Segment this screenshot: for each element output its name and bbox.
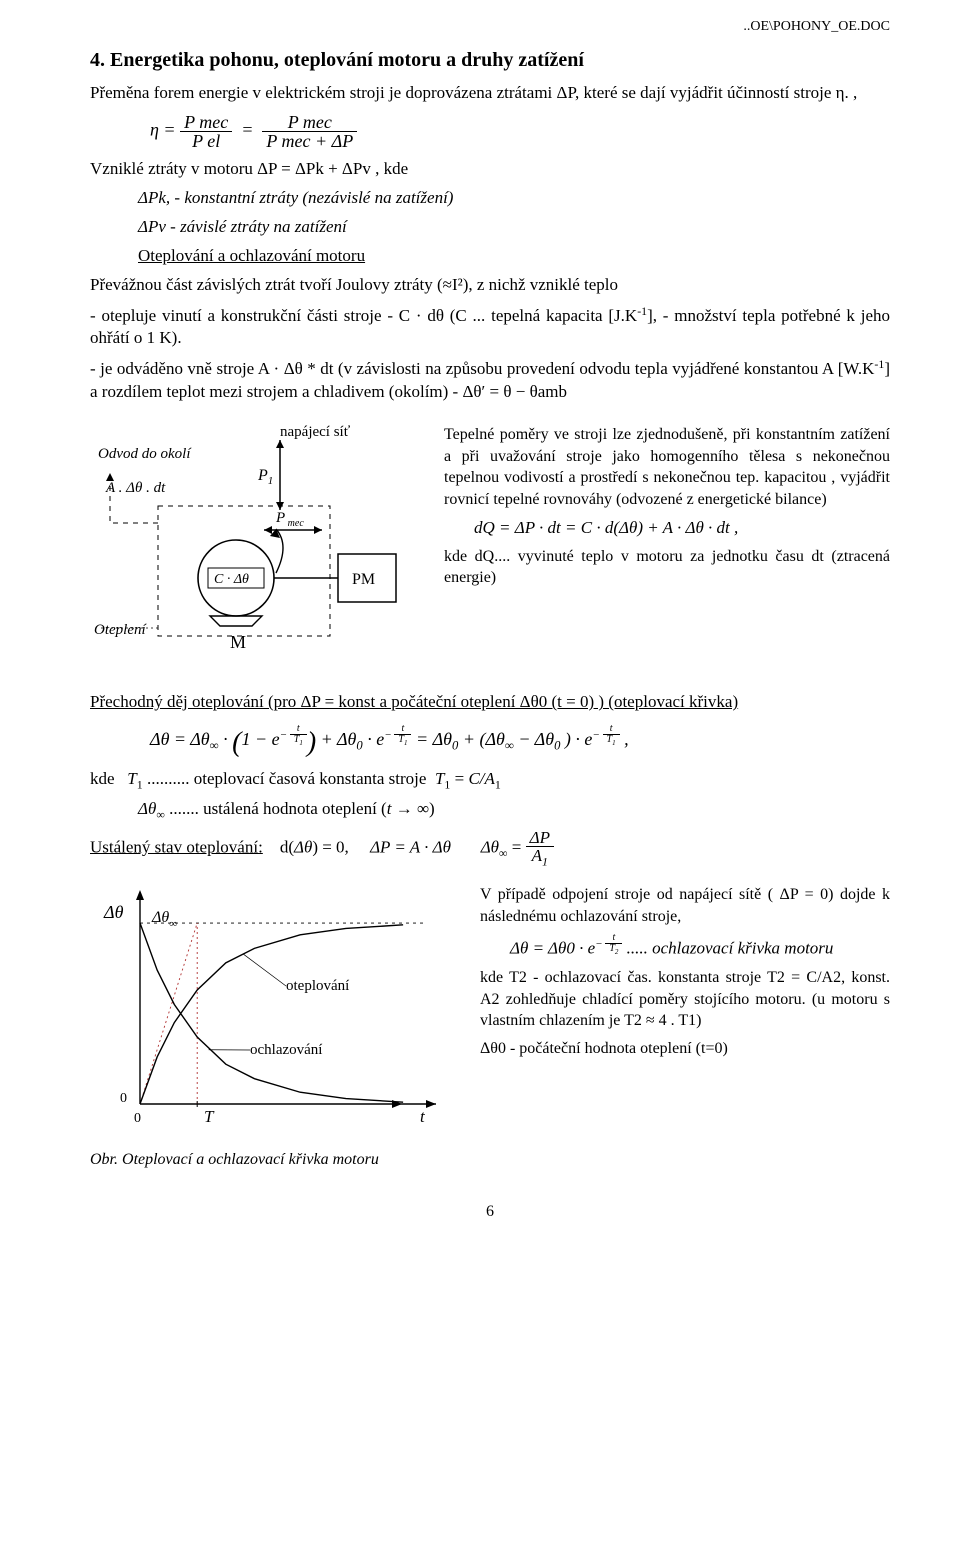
thermal-balance-text: Tepelné poměry ve stroji lze zjednodušen… <box>444 424 890 510</box>
T-label: T <box>204 1107 215 1126</box>
heat-removal-line: - je odváděno vně stroje A · Δθ * dt (v … <box>90 356 890 404</box>
otepleni-label: Oteplení <box>94 622 147 638</box>
disconnect-text: V případě odpojení stroje od napájecí sí… <box>480 884 890 927</box>
loss-constant: ΔPk, - konstantní ztráty (nezávislé na z… <box>138 187 890 210</box>
loss-variable: ΔPv - závislé ztráty na zatížení <box>138 216 890 239</box>
Pmec-label: P mec <box>275 510 304 529</box>
losses-line: Vzniklé ztráty v motoru ΔP = ΔPk + ΔPv ,… <box>90 158 890 181</box>
T2-text: kde T2 - ochlazovací čas. konstanta stro… <box>480 967 890 1032</box>
y-axis-label: Δθ <box>103 902 124 922</box>
cooling-curve-label: ochlazování <box>250 1042 322 1058</box>
origin-y: 0 <box>120 1091 127 1106</box>
transient-equation: Δθ = Δθ∞ · (1 − e− tT1) + Δθ0 · e− tT1 =… <box>150 724 890 762</box>
page-title: 4. Energetika pohonu, oteplování motoru … <box>90 47 890 74</box>
dQ-where: kde dQ.... vyvinuté teplo v motoru za je… <box>444 546 890 589</box>
dQ-equation: dQ = ΔP · dt = C · d(Δθ) + A · Δθ · dt , <box>474 517 890 540</box>
napajeci-label: napájecí síť <box>280 424 351 440</box>
steady-state-line: Ustálený stav oteplování: d(Δθ) = 0, ΔP … <box>90 829 890 868</box>
Cdtheta-label: C · Δθ <box>214 572 249 587</box>
odvod-label: Odvod do okolí <box>98 446 192 462</box>
thermal-diagram: Odvod do okolí A . Δθ . dt Oteplení napá… <box>90 418 420 678</box>
intro-paragraph: Přeměna forem energie v elektrickém stro… <box>90 82 890 105</box>
heating-cooling-chart: Δθ Δθ∞ t T 0 0 oteplování ochlazování <box>90 878 450 1138</box>
PM-label: PM <box>352 571 375 588</box>
subheading: Oteplování a ochlazování motoru <box>138 245 890 268</box>
T1-definition: kde T1 .......... oteplovací časová kons… <box>90 768 890 792</box>
P1-label: P1 <box>257 467 273 487</box>
page-number: 6 <box>90 1201 890 1223</box>
chart-caption: Obr. Oteplovací a ochlazovací křivka mot… <box>90 1149 460 1171</box>
header-path: ..OE\POHONY_OE.DOC <box>90 18 890 37</box>
transient-line: Přechodný děj oteplování (pro ΔP = konst… <box>90 691 890 714</box>
theta0-text: Δθ0 - počáteční hodnota oteplení (t=0) <box>480 1038 890 1060</box>
dtheta-inf-definition: Δθ∞ ....... ustálená hodnota oteplení (t… <box>138 798 890 822</box>
heat-cap-line: - otepluje vinutí a konstrukční části st… <box>90 303 890 351</box>
origin-x: 0 <box>134 1111 141 1126</box>
heating-curve-label: oteplování <box>286 978 349 994</box>
joule-line: Převážnou část závislých ztrát tvoří Jou… <box>90 274 890 297</box>
A-dtheta-dt-label: A . Δθ . dt <box>105 480 166 496</box>
eta-equation: η = P mecP el = P mecP mec + ΔP <box>150 113 890 150</box>
cooling-equation: Δθ = Δθ0 · e− tT2 ..... ochlazovací křiv… <box>510 933 890 961</box>
y-inf-label: Δθ∞ <box>151 909 177 930</box>
x-axis-label: t <box>420 1107 426 1126</box>
M-label: M <box>230 632 246 652</box>
